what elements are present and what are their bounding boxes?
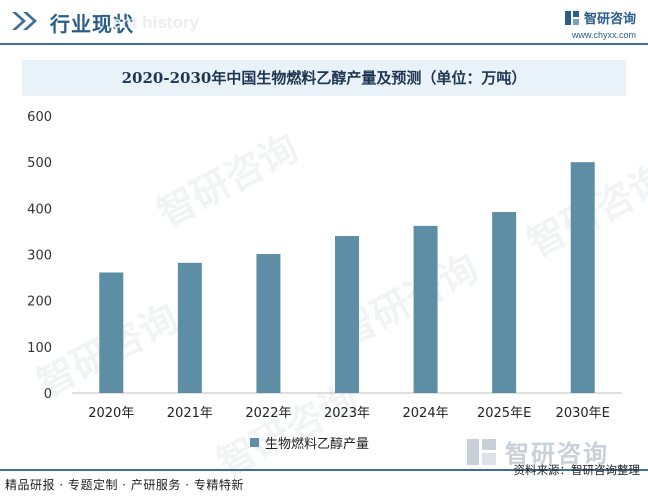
header-divider — [0, 43, 648, 45]
x-tick-label: 2023年 — [324, 406, 370, 421]
x-tick-label: 2024年 — [403, 406, 449, 421]
legend-label: 生物燃料乙醇产量 — [265, 437, 370, 452]
y-tick-label: 500 — [27, 156, 52, 171]
brand-logo-icon — [564, 10, 579, 25]
bar — [570, 162, 595, 393]
bar — [177, 262, 202, 393]
y-tick-label: 300 — [27, 249, 52, 264]
page-title: 行业现状 — [50, 12, 134, 36]
y-tick-label: 200 — [27, 295, 52, 310]
y-tick-label: 0 — [44, 387, 52, 402]
brand: 智研咨询 www.chyxx.com — [564, 8, 636, 40]
x-tick-label: 2020年 — [88, 406, 134, 421]
chart-title-box: 2020-2030年中国生物燃料乙醇产量及预测（单位：万吨） — [22, 60, 626, 96]
bar — [99, 272, 124, 393]
legend: 生物燃料乙醇产量 — [250, 433, 369, 452]
bar — [413, 225, 438, 393]
y-tick-label: 600 — [27, 110, 52, 125]
footer-logo: 智研咨询 — [465, 434, 609, 469]
brand-name: 智研咨询 — [583, 12, 636, 27]
brand-url: www.chyxx.com — [571, 30, 636, 40]
source-note: 资料来源：智研咨询整理 — [513, 463, 641, 477]
y-tick-label: 400 — [27, 202, 52, 217]
double-chevron-icon — [12, 12, 37, 30]
header-ghost-text: ent history — [112, 13, 199, 32]
x-tick-label: 2021年 — [167, 406, 213, 421]
x-tick-label: 2030年E — [556, 406, 610, 421]
chart-title: 2020-2030年中国生物燃料乙醇产量及预测（单位：万吨） — [121, 69, 527, 87]
footer-divider — [0, 469, 648, 471]
bar — [335, 236, 359, 393]
bar — [256, 254, 281, 393]
legend-swatch — [250, 438, 259, 447]
footer-tagline: 精品研报 · 专题定制 · 产研服务 · 专精特新 — [5, 478, 244, 492]
y-tick-label: 100 — [27, 341, 52, 356]
footer-logo-name: 智研咨询 — [505, 440, 609, 468]
x-tick-label: 2025年E — [477, 406, 531, 421]
header: 行业现状 ent history 智研咨询 www.chyxx.com — [0, 0, 648, 45]
footer-logo-icon — [467, 438, 496, 465]
bar — [492, 212, 517, 393]
x-tick-label: 2022年 — [245, 406, 291, 421]
